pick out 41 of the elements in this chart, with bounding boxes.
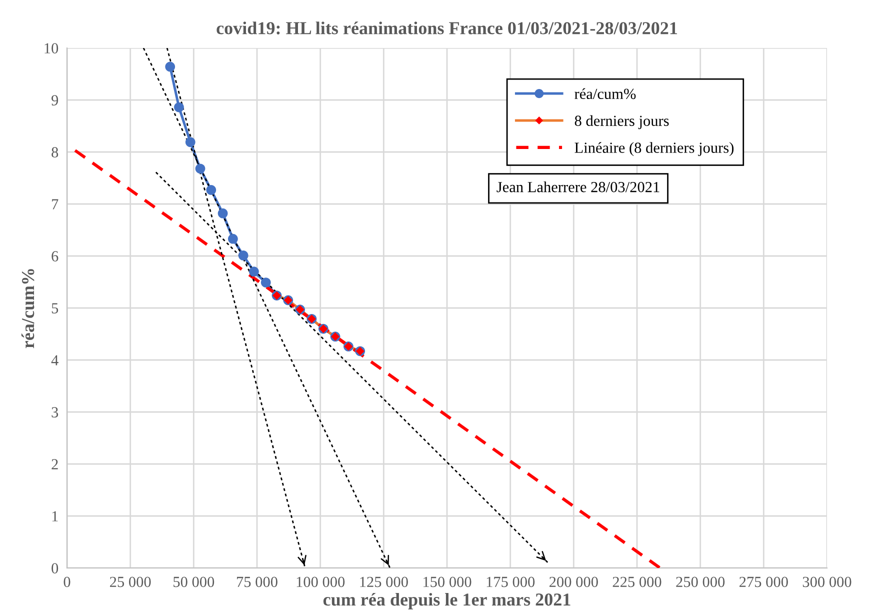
- x-tick-label: 125 000: [360, 576, 408, 588]
- legend-label: Linéaire (8 derniers jours): [574, 142, 734, 156]
- y-tick-label: 5: [52, 303, 58, 314]
- y-axis-title: réa/cum%: [21, 269, 34, 348]
- point: [206, 185, 216, 195]
- y-tick-label: 9: [52, 95, 58, 106]
- y-tick-label: 3: [52, 407, 58, 418]
- annotation: Jean Laherrere 28/03/2021: [496, 181, 660, 192]
- point: [195, 164, 206, 174]
- point: [185, 137, 196, 148]
- x-tick-label: 250 000: [676, 576, 725, 588]
- y-tick-label: 0: [52, 563, 58, 574]
- y-tick-label: 2: [52, 459, 58, 470]
- y-tick-label: 1: [52, 511, 58, 522]
- x-tick-label: 150 000: [424, 576, 472, 588]
- point: [249, 266, 259, 277]
- x-tick-label: 25 000: [110, 576, 151, 588]
- y-tick-label: 7: [52, 199, 58, 210]
- x-tick-label: 75 000: [237, 576, 278, 588]
- x-axis-title: cum réa depuis le 1er mars 2021: [323, 592, 570, 610]
- point: [165, 62, 176, 72]
- x-tick-label: 100 000: [296, 576, 345, 588]
- legend-label: 8 derniers jours: [574, 115, 669, 130]
- point: [174, 102, 184, 112]
- y-tick-label: 8: [52, 147, 58, 158]
- chart-title: covid19: HL lits réanimations France 01/03/2021-28/03/2021: [216, 22, 678, 34]
- y-tick-label: 6: [52, 251, 58, 262]
- x-tick-label: 300 000: [802, 576, 852, 588]
- x-tick-label: 225 000: [612, 576, 662, 588]
- point: [218, 208, 228, 218]
- y-tick-label: 10: [44, 43, 58, 54]
- y-tick-label: 4: [51, 355, 58, 366]
- x-tick-label: 200 000: [550, 576, 598, 588]
- x-tick-label: 0: [64, 576, 70, 588]
- point: [228, 234, 238, 244]
- x-tick-label: 50 000: [174, 576, 214, 588]
- x-tick-label: 275 000: [740, 576, 788, 588]
- x-tick-label: 175 000: [486, 576, 535, 588]
- point: [260, 278, 271, 288]
- point: [238, 250, 248, 260]
- legend-label: réa/cum%: [574, 88, 636, 100]
